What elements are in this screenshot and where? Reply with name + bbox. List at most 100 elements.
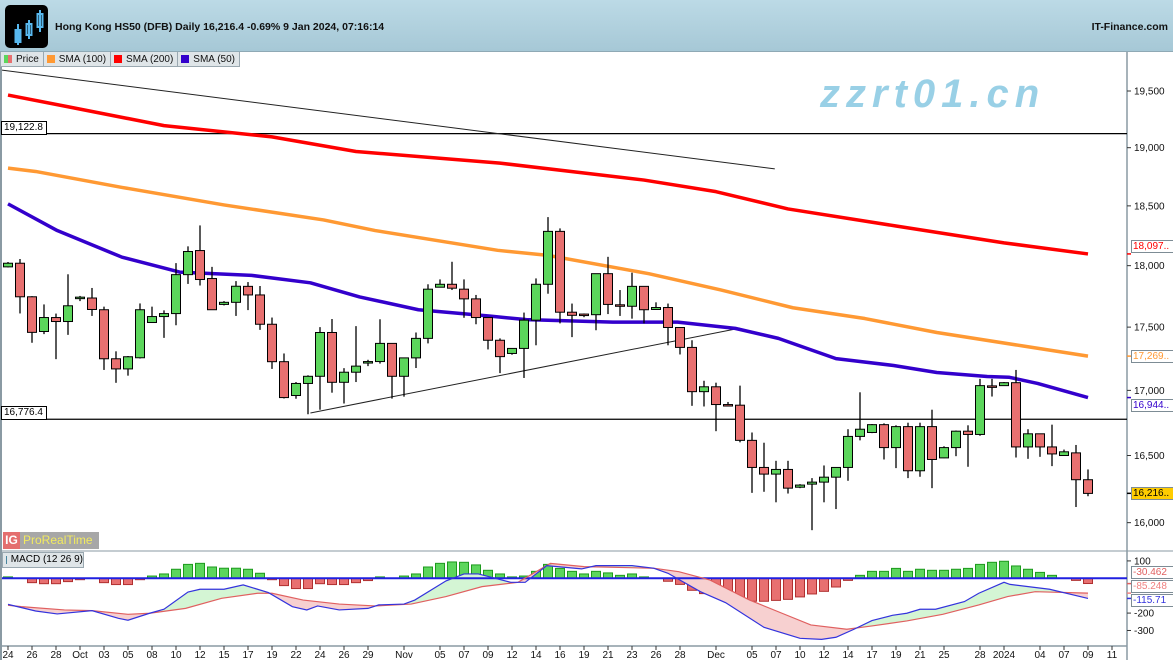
candle xyxy=(843,429,853,481)
macd-fill xyxy=(182,592,188,609)
histogram-bar-positive xyxy=(195,562,205,579)
macd-label: MACD (12 26 9) xyxy=(10,554,83,565)
histogram-bar-negative xyxy=(807,577,817,595)
candle-body-up xyxy=(543,230,553,285)
candle-body-down xyxy=(555,230,565,313)
macd-pane[interactable] xyxy=(2,560,1127,640)
candle xyxy=(423,284,433,344)
macd-fill xyxy=(698,576,704,594)
candle xyxy=(675,326,685,355)
date-tick-label: Dec xyxy=(707,650,725,660)
histogram-bar-negative xyxy=(783,577,793,600)
macd-fill xyxy=(926,609,932,618)
histogram-bar-positive xyxy=(915,568,925,579)
legend-sma-50[interactable]: SMA (50) xyxy=(177,52,240,67)
candle xyxy=(87,287,97,316)
macd-indicator-tab[interactable]: MACD (12 26 9) xyxy=(2,552,84,568)
macd-fill xyxy=(878,617,884,626)
legend-label: SMA (200) xyxy=(126,53,174,65)
prorealtime-badge: IG ProRealTime xyxy=(3,532,99,549)
candle-body-up xyxy=(123,356,133,370)
candle-body-up xyxy=(39,317,49,332)
candle xyxy=(699,380,709,407)
candle xyxy=(255,285,265,330)
price-tick-label: 19,500 xyxy=(1134,87,1165,98)
macd-fill xyxy=(866,620,872,627)
histogram-bar-negative xyxy=(795,577,805,598)
histogram-bar-positive xyxy=(591,570,601,579)
macd-fill xyxy=(134,613,140,619)
date-tick-label: 22 xyxy=(290,650,302,660)
candle xyxy=(339,368,349,404)
date-tick-label: 29 xyxy=(362,650,374,660)
candle-body-up xyxy=(519,319,529,349)
candle xyxy=(723,401,733,407)
date-tick-label: 12 xyxy=(818,650,830,660)
candle-body-up xyxy=(1059,451,1069,457)
histogram-bar-positive xyxy=(927,569,937,579)
candle xyxy=(951,430,961,457)
macd-fill xyxy=(50,608,56,614)
histogram-bar-positive xyxy=(1023,568,1033,579)
candle xyxy=(891,425,901,469)
date-tick-label: 07 xyxy=(1058,650,1070,660)
histogram-bar-positive xyxy=(435,562,445,579)
candle-body-down xyxy=(1071,452,1081,481)
left-border xyxy=(0,52,2,660)
candle-body-up xyxy=(411,337,421,359)
candle-body-down xyxy=(15,262,25,298)
candle xyxy=(747,432,757,493)
candle-body-up xyxy=(363,361,373,364)
candle-body-up xyxy=(315,331,325,377)
candlestick-logo-icon xyxy=(5,5,48,48)
candle-body-up xyxy=(831,466,841,478)
horizontal-line-label: 19,122.8 xyxy=(1,120,47,135)
macd-fill xyxy=(950,603,956,613)
macd-fill xyxy=(188,590,194,608)
price-pane[interactable] xyxy=(0,69,1127,531)
histogram-bar-positive xyxy=(1011,565,1021,579)
candle xyxy=(759,442,769,492)
candle xyxy=(27,296,37,343)
candle xyxy=(3,262,13,268)
macd-fill xyxy=(494,577,500,586)
sma100-swatch-icon xyxy=(46,55,55,63)
date-tick-label: 16 xyxy=(554,650,566,660)
date-tick-label: Nov xyxy=(395,650,413,660)
date-tick-label: 15 xyxy=(218,650,230,660)
candle xyxy=(651,302,661,310)
instrument-title: Hong Kong HS50 (DFB) Daily 16,216.4 -0.6… xyxy=(55,21,385,33)
candle-body-down xyxy=(987,385,997,388)
price-tick-label: 17,000 xyxy=(1134,386,1165,397)
macd-fill xyxy=(170,600,176,611)
macd-fill xyxy=(974,592,980,607)
prorealtime-label: ProRealTime xyxy=(20,532,99,549)
candle xyxy=(411,332,421,369)
macd-fill xyxy=(716,583,722,602)
candle-body-down xyxy=(711,386,721,406)
macd-fill xyxy=(362,605,368,609)
candle-body-up xyxy=(951,430,961,449)
macd-fill xyxy=(986,587,992,603)
candle-body-down xyxy=(723,404,733,407)
legend-sma-200[interactable]: SMA (200) xyxy=(110,52,179,67)
legend-sma-100[interactable]: SMA (100) xyxy=(42,52,112,67)
candle-body-down xyxy=(1083,479,1093,494)
macd-tick-label: -300 xyxy=(1134,626,1154,637)
candle-body-down xyxy=(111,358,121,370)
candle-body-up xyxy=(999,382,1009,387)
date-tick-label: 28 xyxy=(50,650,62,660)
candle-body-down xyxy=(459,288,469,300)
brand-link[interactable]: IT-Finance.com xyxy=(1091,21,1168,33)
macd-fill xyxy=(236,585,242,597)
macd-fill xyxy=(476,573,482,589)
candle-body-down xyxy=(927,426,937,460)
candle xyxy=(471,294,481,325)
legend-price[interactable]: Price xyxy=(0,52,44,67)
trendline[interactable] xyxy=(0,69,775,170)
candle-body-down xyxy=(279,361,289,399)
date-tick-label: 2024 xyxy=(993,650,1016,660)
candle xyxy=(123,355,133,376)
candle-body-down xyxy=(255,294,265,325)
